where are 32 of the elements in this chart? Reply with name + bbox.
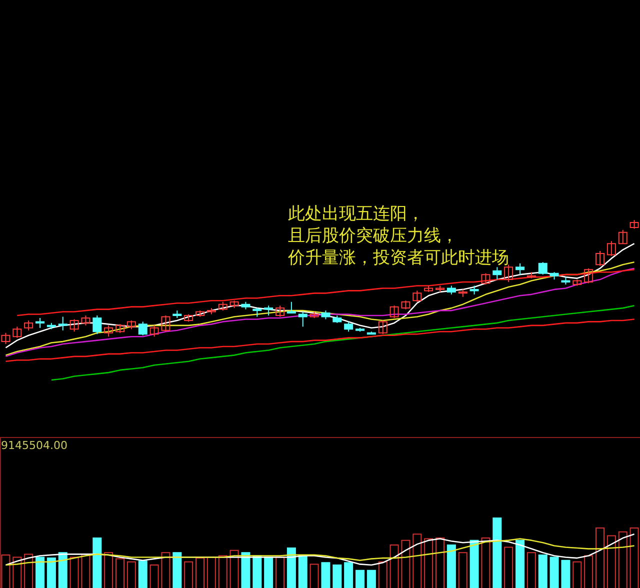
candlestick [150,324,159,338]
candlestick [390,305,399,318]
candlestick [12,326,22,338]
candlestick [70,318,79,332]
candlestick [606,240,616,256]
text: 9145504.00 [1,439,68,452]
candlestick [378,320,388,335]
candlestick [276,305,284,318]
candlestick [481,272,490,285]
candlestick [538,262,548,276]
annotation: 此处出现五连阳， [288,204,424,224]
candlestick [492,266,502,280]
candlestick [412,290,422,302]
candlestick [584,268,594,284]
candlestick [516,262,524,276]
candlestick [264,305,274,316]
candlestick [58,316,68,331]
candlestick [286,301,296,314]
candlestick [504,264,514,283]
candlestick [104,324,114,338]
candlestick [81,315,90,326]
candlestick [92,315,102,335]
candlestick [596,250,604,266]
candlestick [24,320,34,331]
candlestick [36,317,44,328]
candlestick [161,315,170,332]
candlestick [618,229,628,244]
candlestick [344,321,354,332]
candlestick [1,332,10,345]
annotation: 且后股价突破压力线， [288,226,458,246]
candlestick [138,321,148,336]
annotation: 价升量涨，投资者可此时进场 [287,248,509,268]
